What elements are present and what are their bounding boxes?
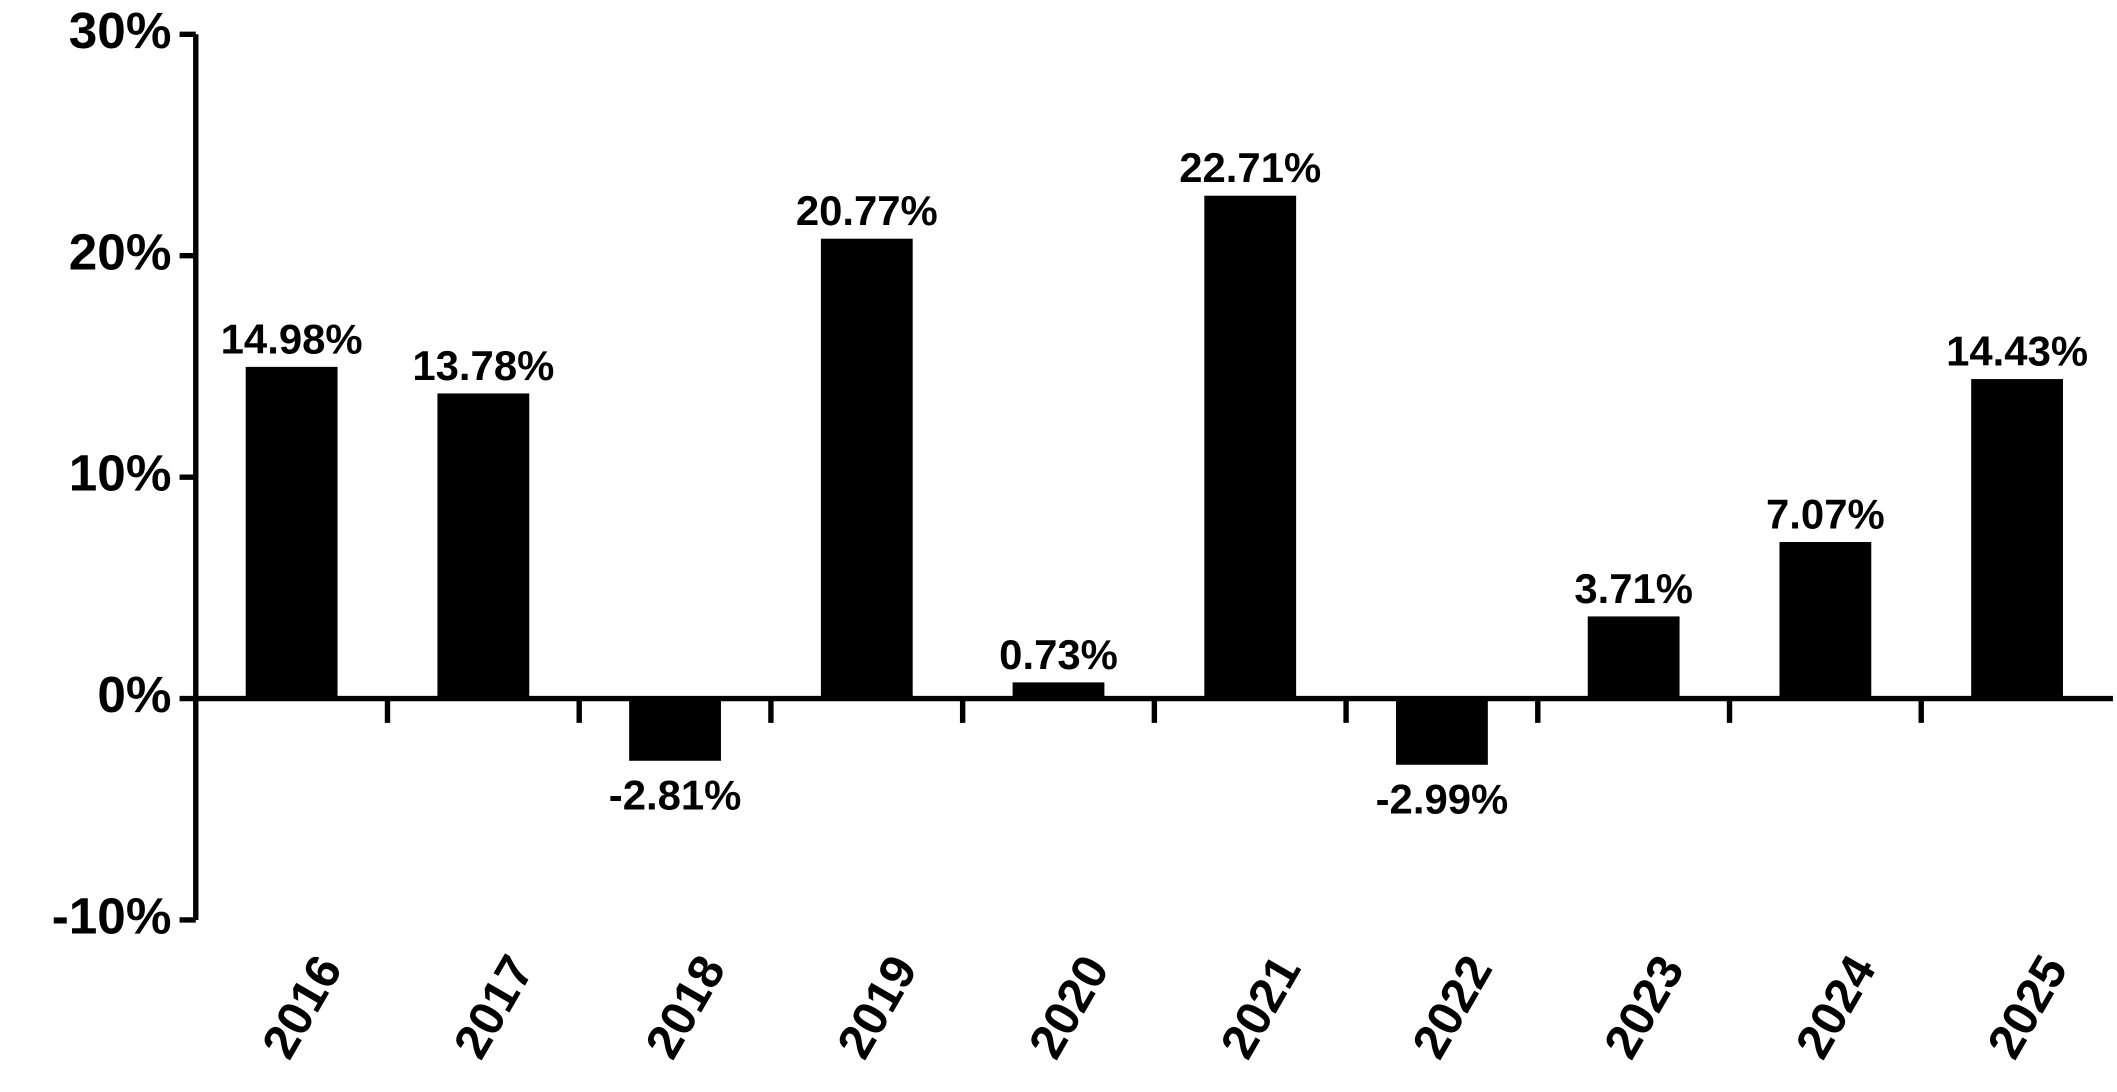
bar (1012, 682, 1105, 699)
value-label: 7.07% (1766, 491, 1885, 538)
y-tick-label: 0% (97, 666, 171, 723)
y-tick-label: -10% (52, 888, 172, 945)
bar (820, 238, 913, 699)
x-tick-label: 2018 (635, 947, 736, 1068)
x-tick-label: 2022 (1402, 947, 1503, 1068)
x-tick-label: 2020 (1019, 947, 1120, 1068)
value-label: -2.81% (609, 771, 742, 818)
y-tick-label: 20% (69, 223, 172, 280)
x-tick-label: 2019 (827, 947, 928, 1068)
bar (1204, 195, 1297, 699)
bar (1396, 698, 1488, 765)
bar (245, 366, 338, 699)
value-label: 20.77% (796, 187, 938, 234)
value-label: 3.71% (1574, 565, 1693, 612)
value-label: 22.71% (1179, 144, 1321, 191)
value-label: 14.98% (221, 315, 363, 362)
bar (1779, 542, 1872, 699)
x-tick-label: 2016 (252, 947, 353, 1068)
bar (1587, 616, 1680, 699)
value-label: 14.43% (1946, 328, 2088, 375)
value-label: -2.99% (1376, 775, 1509, 822)
x-tick-label: 2023 (1594, 947, 1695, 1068)
y-tick-label: 30% (69, 2, 172, 59)
y-tick-label: 10% (69, 445, 172, 502)
x-tick-label: 2024 (1786, 947, 1887, 1068)
x-tick-label: 2017 (444, 947, 545, 1068)
value-label: 13.78% (412, 342, 554, 389)
value-label: 0.73% (999, 631, 1118, 678)
bar (437, 393, 530, 699)
bar (629, 698, 721, 761)
x-tick-label: 2025 (1977, 947, 2078, 1068)
bar (1971, 379, 2063, 699)
x-tick-label: 2021 (1211, 947, 1312, 1068)
